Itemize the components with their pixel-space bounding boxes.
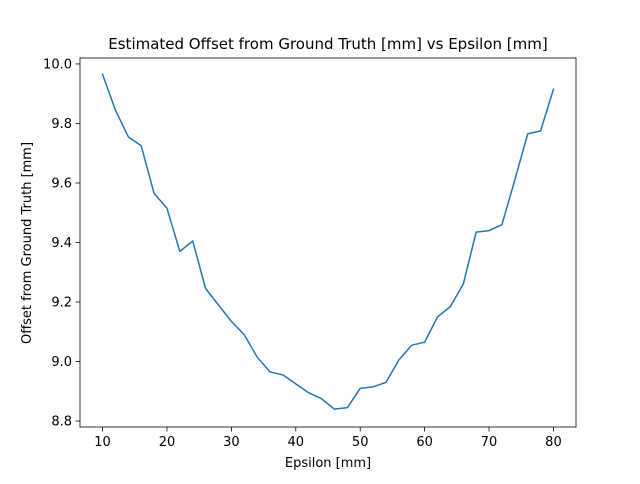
- x-tick-label-4: 50: [352, 435, 369, 450]
- y-tick-label-5: 9.8: [51, 117, 72, 132]
- x-tick-label-0: 10: [94, 435, 111, 450]
- x-tick-label-2: 30: [223, 435, 240, 450]
- y-tick-label-3: 9.4: [51, 236, 72, 251]
- y-tick-label-1: 9.0: [51, 355, 72, 370]
- y-tick-label-2: 9.2: [51, 296, 72, 311]
- x-tick-label-6: 70: [481, 435, 498, 450]
- y-tick-label-4: 9.6: [51, 176, 72, 191]
- x-axis-label: Epsilon [mm]: [285, 456, 371, 471]
- y-tick-label-0: 8.8: [51, 415, 72, 430]
- y-axis-label: Offset from Ground Truth [mm]: [20, 142, 35, 344]
- x-tick-label-7: 80: [545, 435, 562, 450]
- plot-area: 10 20 30 40 50 60 70 80 8.8 9.0 9.2 9.4 9.6 9.8 10.0: [43, 57, 577, 450]
- x-tick-label-3: 40: [288, 435, 305, 450]
- chart-title: Estimated Offset from Ground Truth [mm] …: [108, 35, 547, 53]
- x-tick-label-1: 20: [159, 435, 176, 450]
- y-tick-label-6: 10.0: [43, 57, 72, 72]
- x-tick-label-5: 60: [416, 435, 433, 450]
- series-line-0: [101, 73, 555, 410]
